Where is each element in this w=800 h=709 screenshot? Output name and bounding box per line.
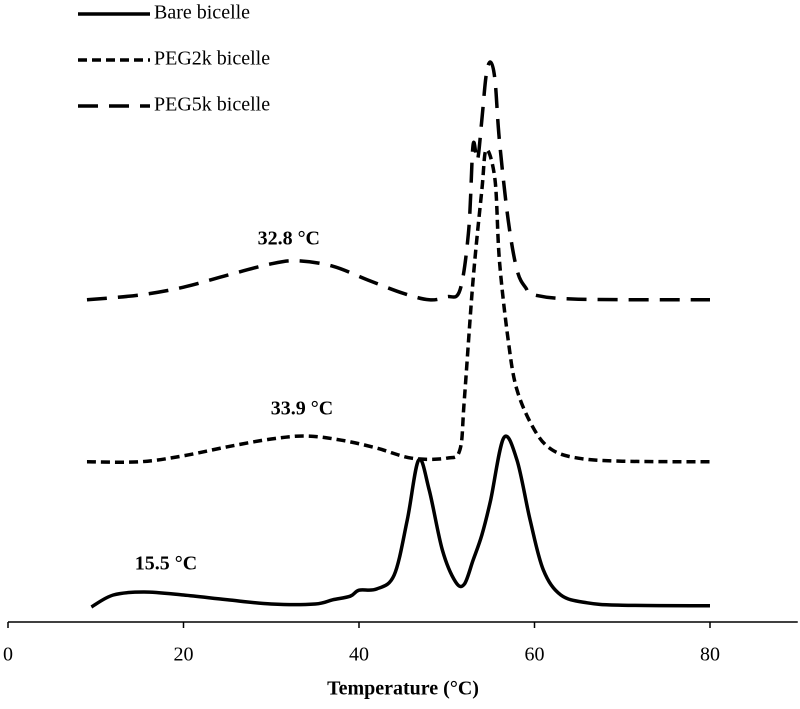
legend-label: PEG2k bicelle: [154, 48, 270, 70]
x-tick-label: 0: [3, 644, 13, 666]
series-line: [86, 60, 711, 302]
legend-label: PEG5k bicelle: [154, 94, 270, 116]
series-line: [90, 434, 711, 609]
peak-annotation: 32.8 °C: [258, 228, 320, 250]
peak-annotation: 33.9 °C: [271, 398, 333, 420]
x-tick-label: 40: [349, 644, 369, 666]
series-line: [86, 148, 711, 464]
x-axis-label: Temperature (°C): [327, 678, 479, 700]
x-tick-label: 20: [174, 644, 194, 666]
peak-annotation: 15.5 °C: [135, 553, 197, 575]
x-tick-label: 60: [525, 644, 545, 666]
legend-label: Bare bicelle: [154, 2, 250, 24]
x-tick-label: 80: [700, 644, 720, 666]
